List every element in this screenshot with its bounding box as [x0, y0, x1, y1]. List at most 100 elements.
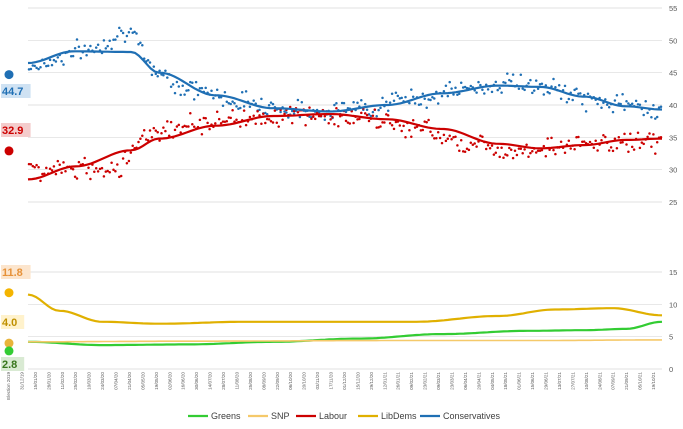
- x-tick-label: 19/10/21: [651, 372, 656, 390]
- y-tick-label: 40: [669, 101, 677, 110]
- x-tick-label: 25/08/20: [248, 372, 253, 390]
- poll-point: [496, 88, 499, 92]
- poll-point: [640, 141, 644, 144]
- poll-point: [534, 151, 538, 154]
- poll-point: [75, 38, 79, 41]
- x-tick-label: 24/08/21: [597, 372, 602, 390]
- poll-point: [114, 38, 117, 41]
- poll-point: [260, 97, 263, 101]
- poll-point: [96, 43, 100, 47]
- poll-point: [265, 117, 269, 121]
- poll-point: [542, 144, 546, 148]
- poll-point: [419, 103, 423, 106]
- poll-point: [223, 90, 227, 94]
- poll-point: [242, 105, 246, 108]
- poll-point: [650, 116, 653, 119]
- poll-point: [260, 122, 263, 125]
- poll-point: [191, 81, 194, 85]
- poll-point: [652, 133, 655, 136]
- poll-point: [502, 156, 505, 160]
- poll-point: [75, 177, 79, 180]
- poll-point: [490, 90, 494, 94]
- x-tick-label: 01/06/21: [517, 372, 522, 390]
- x-tick-label: 21/04/20: [127, 372, 132, 390]
- poll-point: [394, 91, 398, 94]
- x-tick-label: 17/11/20: [329, 372, 334, 390]
- poll-point: [461, 86, 465, 89]
- poll-point: [173, 91, 177, 95]
- poll-point: [582, 140, 586, 143]
- poll-point: [388, 101, 392, 104]
- x-tick-label: 24/03/20: [100, 372, 105, 390]
- poll-point: [37, 165, 40, 169]
- poll-point: [77, 160, 81, 164]
- x-tick-label: 06/04/21: [463, 372, 468, 390]
- poll-point: [56, 159, 60, 163]
- y-tick-label: 45: [669, 69, 677, 78]
- x-tick-label: 15/12/20: [355, 372, 360, 390]
- poll-point: [31, 164, 35, 168]
- poll-point: [131, 31, 134, 34]
- latest-value-box: [1, 84, 31, 98]
- poll-point: [71, 167, 75, 171]
- poll-point: [408, 101, 411, 105]
- poll-point: [150, 73, 154, 77]
- poll-point: [275, 121, 279, 124]
- poll-point: [508, 146, 511, 150]
- poll-point: [365, 108, 369, 111]
- top-panel-grid: [28, 7, 662, 203]
- poll-point: [269, 101, 273, 104]
- poll-point: [385, 100, 388, 103]
- poll-point: [657, 106, 661, 109]
- poll-point: [644, 100, 647, 103]
- poll-point: [363, 102, 367, 106]
- poll-point: [519, 73, 523, 77]
- poll-point: [431, 134, 434, 137]
- poll-point: [100, 166, 104, 170]
- poll-point: [296, 98, 300, 102]
- poll-point: [58, 163, 61, 167]
- poll-point: [479, 83, 482, 87]
- poll-point: [573, 88, 576, 92]
- poll-point: [267, 118, 271, 121]
- latest-value-label: 4.0: [2, 317, 17, 329]
- poll-point: [554, 152, 557, 156]
- poll-point: [198, 118, 202, 122]
- poll-point: [554, 85, 557, 89]
- poll-point: [602, 134, 605, 137]
- poll-point: [110, 161, 113, 164]
- poll-point: [283, 112, 286, 116]
- poll-point: [579, 92, 582, 95]
- poll-point: [527, 155, 530, 159]
- poll-point: [360, 111, 363, 115]
- x-tick-label: 06/10/20: [288, 372, 293, 390]
- poll-point: [427, 98, 430, 101]
- poll-point: [363, 112, 367, 115]
- poll-point: [600, 106, 603, 110]
- poll-point: [154, 129, 158, 132]
- poll-point: [356, 101, 359, 105]
- poll-point: [396, 94, 400, 98]
- poll-point: [550, 136, 553, 140]
- poll-points: [27, 26, 663, 183]
- poll-point: [98, 167, 102, 171]
- poll-point: [210, 89, 213, 93]
- poll-point: [607, 149, 611, 152]
- poll-point: [523, 88, 526, 92]
- poll-point: [611, 149, 615, 153]
- latest-value-label: 32.9: [2, 125, 23, 137]
- poll-point: [509, 80, 513, 83]
- poll-point: [629, 132, 632, 135]
- x-tick-label: 12/01/21: [382, 372, 387, 390]
- poll-point: [242, 109, 246, 112]
- poll-point: [112, 168, 115, 172]
- poll-point: [456, 144, 459, 147]
- poll-point: [559, 140, 563, 144]
- poll-point: [252, 99, 255, 102]
- poll-point: [156, 131, 159, 134]
- poll-point: [116, 163, 119, 166]
- poll-point: [50, 169, 54, 172]
- poll-point: [611, 110, 615, 114]
- poll-point: [567, 139, 571, 143]
- poll-point: [379, 125, 382, 128]
